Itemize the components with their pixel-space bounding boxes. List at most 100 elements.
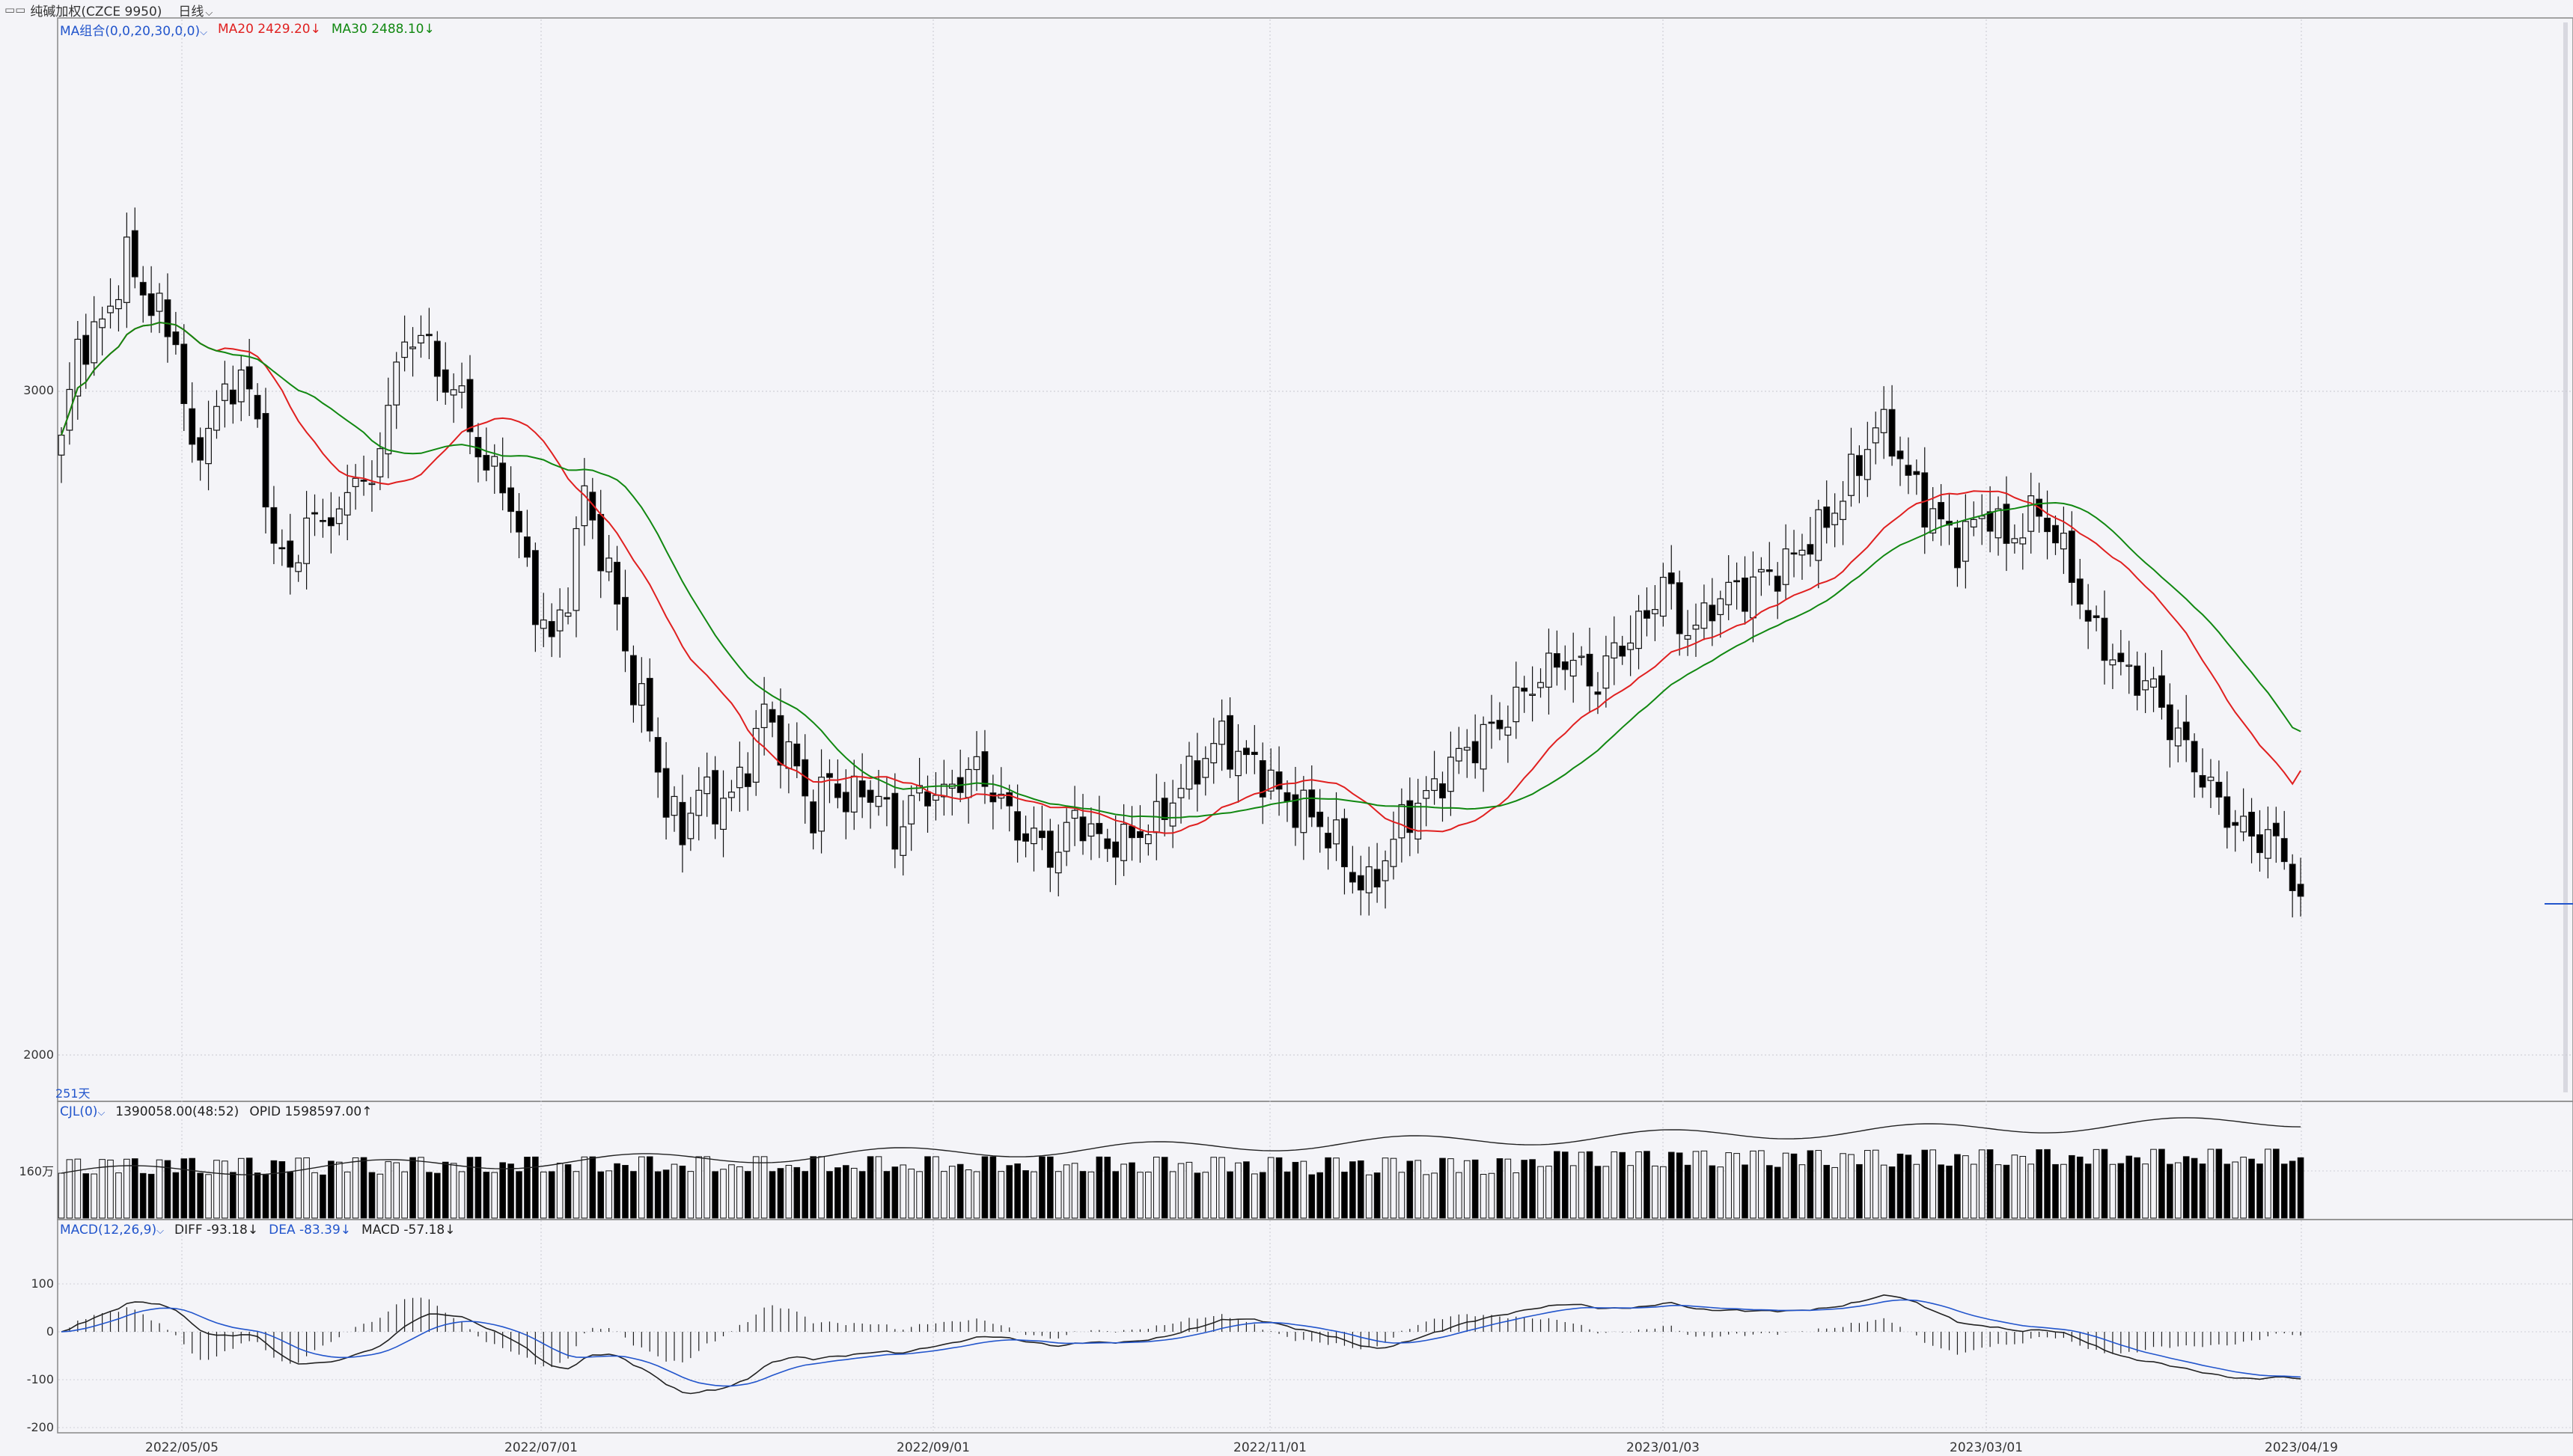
volume-bar	[2069, 1154, 2075, 1219]
volume-bar	[1333, 1157, 1340, 1219]
candle-body	[2248, 811, 2255, 837]
volume-bar	[1660, 1166, 1667, 1219]
candle-body	[810, 801, 817, 833]
volume-bar	[344, 1171, 351, 1219]
macd-bars	[61, 1294, 2301, 1395]
volume-bar	[850, 1167, 858, 1219]
chevron-down-icon[interactable]: ⌵	[200, 26, 207, 38]
candle-body	[981, 751, 989, 787]
volume-bar	[956, 1163, 964, 1219]
candle-body	[1667, 572, 1675, 584]
volume-bar	[222, 1160, 228, 1219]
link-icon[interactable]: ▭▭	[4, 3, 26, 16]
volume-bar	[2150, 1148, 2157, 1219]
candle-body	[1750, 576, 1756, 619]
volume-bar	[1954, 1154, 1961, 1219]
candle-body	[826, 773, 833, 778]
candle-body	[458, 385, 466, 393]
date-tick: 2022/07/01	[504, 1440, 578, 1455]
candle-body	[1954, 527, 1961, 569]
volume-bar	[777, 1168, 784, 1219]
volume-bar	[703, 1156, 710, 1219]
volume-bar	[1014, 1163, 1021, 1219]
candle-body	[540, 620, 547, 629]
volume-bar	[981, 1156, 989, 1219]
volume-bar	[1137, 1172, 1144, 1219]
candle-body	[2223, 796, 2231, 828]
volume-bar	[2248, 1158, 2255, 1219]
volume-bar	[1513, 1172, 1520, 1219]
candle-body	[818, 777, 825, 832]
volume-bar	[270, 1160, 278, 1219]
candle-body	[1349, 872, 1356, 883]
volume-bar	[1251, 1173, 1258, 1219]
volume-bar	[164, 1160, 171, 1219]
volume-bar	[1725, 1152, 1732, 1219]
candle-body	[1341, 818, 1348, 868]
volume-bar	[58, 1172, 65, 1219]
volume-bar	[638, 1156, 645, 1219]
volume-bar	[1619, 1151, 1626, 1219]
volume-bar	[311, 1172, 318, 1219]
volume-bar	[2174, 1162, 2182, 1219]
volume-bar	[1063, 1164, 1070, 1219]
candle-body	[679, 801, 686, 845]
volume-bar	[2280, 1163, 2288, 1219]
volume-bar	[1750, 1150, 1756, 1219]
candle-body	[1218, 721, 1226, 745]
price-tick-2000: 2000	[23, 1047, 54, 1062]
chevron-down-icon[interactable]: ⌵	[156, 1226, 164, 1237]
candle-body	[875, 795, 882, 807]
candle-body	[1463, 747, 1471, 751]
volume-selector[interactable]: CJL(0)⌵	[60, 1104, 105, 1119]
volume-bar	[1782, 1152, 1789, 1219]
volume-bar	[1300, 1160, 1307, 1219]
candle-body	[335, 508, 343, 524]
volume-bar	[139, 1172, 147, 1219]
candle-body	[1031, 828, 1037, 845]
volume-bar	[728, 1164, 735, 1219]
candle-body	[1553, 653, 1560, 668]
ma-lines	[61, 321, 2301, 834]
volume-bar	[2044, 1148, 2051, 1219]
period-selector[interactable]: 日线 ⌵	[178, 1, 213, 19]
candle-body	[368, 483, 376, 486]
candle-body	[842, 792, 849, 813]
volume-bar	[1586, 1151, 1593, 1219]
candle-body	[2052, 524, 2059, 544]
candle-body	[1717, 598, 1724, 616]
price-legend: MA组合(0,0,20,30,0,0)⌵ MA20 2429.20↓ MA30 …	[60, 19, 435, 39]
candle-body	[1022, 833, 1029, 842]
volume-bar	[1709, 1165, 1716, 1219]
volume-bar	[662, 1169, 670, 1219]
candle-body	[1185, 756, 1193, 790]
volume-bar	[1848, 1154, 1855, 1219]
volume-bar	[376, 1173, 384, 1219]
chevron-down-icon[interactable]: ⌵	[97, 1107, 106, 1119]
candle-body	[2232, 822, 2239, 826]
volume-bar	[237, 1157, 245, 1219]
volume-bar	[2199, 1163, 2206, 1219]
ma-group-selector[interactable]: MA组合(0,0,20,30,0,0)⌵	[60, 20, 207, 39]
volume-bar	[368, 1172, 376, 1219]
candle-body	[1970, 519, 1977, 527]
volume-bar	[1994, 1164, 2002, 1219]
candle-body	[1144, 833, 1152, 845]
chevron-down-icon[interactable]: ⌵	[205, 7, 213, 19]
macd-tick-neg200: -200	[27, 1420, 54, 1434]
candle-body	[1373, 869, 1381, 888]
candle-body	[581, 485, 588, 527]
volume-bar	[1569, 1165, 1577, 1219]
candle-body	[531, 550, 539, 625]
candle-body	[2101, 617, 2108, 661]
candle-body	[1545, 652, 1552, 688]
candle-body	[1823, 506, 1831, 528]
volume-bar	[998, 1171, 1005, 1219]
volume-bar	[466, 1157, 474, 1219]
volume-bar	[605, 1170, 612, 1219]
volume-bar	[671, 1163, 678, 1219]
candle-body	[1480, 724, 1487, 770]
macd-selector[interactable]: MACD(12,26,9)⌵	[60, 1223, 164, 1238]
